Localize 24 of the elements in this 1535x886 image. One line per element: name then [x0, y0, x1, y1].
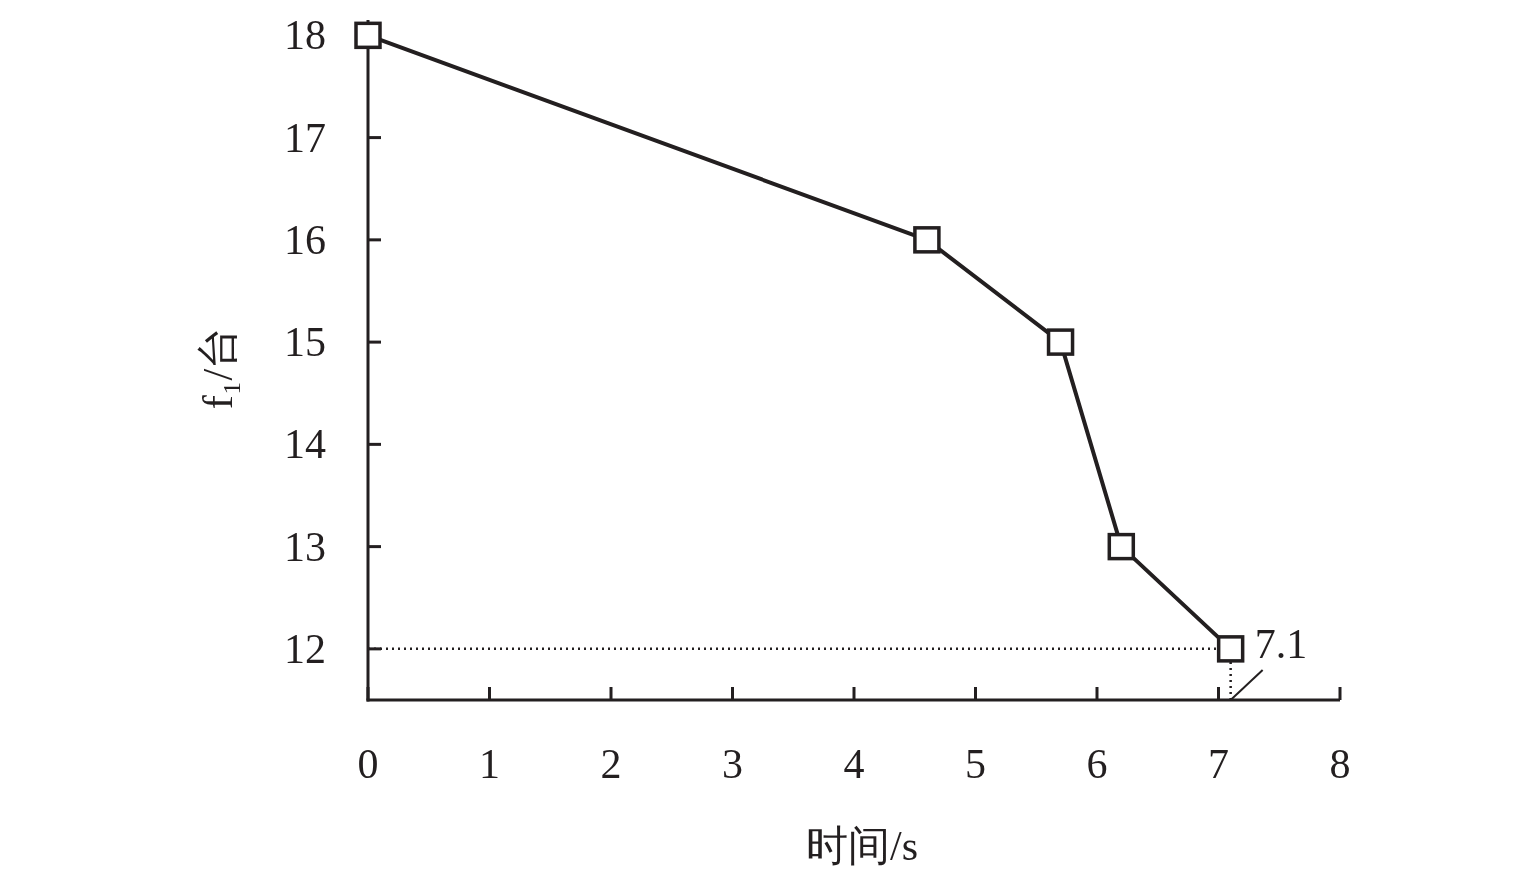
ref-line-label: 7.1 [1254, 621, 1308, 667]
y-tick-label: 12 [284, 625, 326, 672]
x-tick-label: 0 [357, 741, 379, 787]
x-tick-label: 4 [843, 741, 865, 787]
x-axis-title: 时间/s [805, 823, 919, 869]
y-axis-title: f₁/台 [195, 326, 241, 410]
point [1046, 328, 1075, 356]
x-tick-label: 8 [1329, 741, 1351, 787]
y-tick-label: 17 [284, 114, 326, 161]
point [913, 226, 941, 254]
x-tick-label: 6 [1086, 741, 1108, 787]
point [1107, 532, 1136, 561]
point [1216, 635, 1245, 663]
x-tick-label: 5 [965, 741, 986, 787]
y-tick-label: 18 [284, 12, 326, 59]
y-tick-label: 16 [284, 216, 326, 263]
x-tick-label: 2 [600, 741, 622, 787]
x-tick-label: 3 [722, 741, 743, 787]
y-tick-label: 13 [284, 523, 326, 570]
y-tick-label: 14 [284, 421, 326, 468]
y-tick-label: 15 [284, 319, 326, 366]
x-tick-label: 7 [1208, 741, 1229, 787]
point [354, 21, 382, 50]
x-tick-label: 1 [479, 741, 500, 787]
